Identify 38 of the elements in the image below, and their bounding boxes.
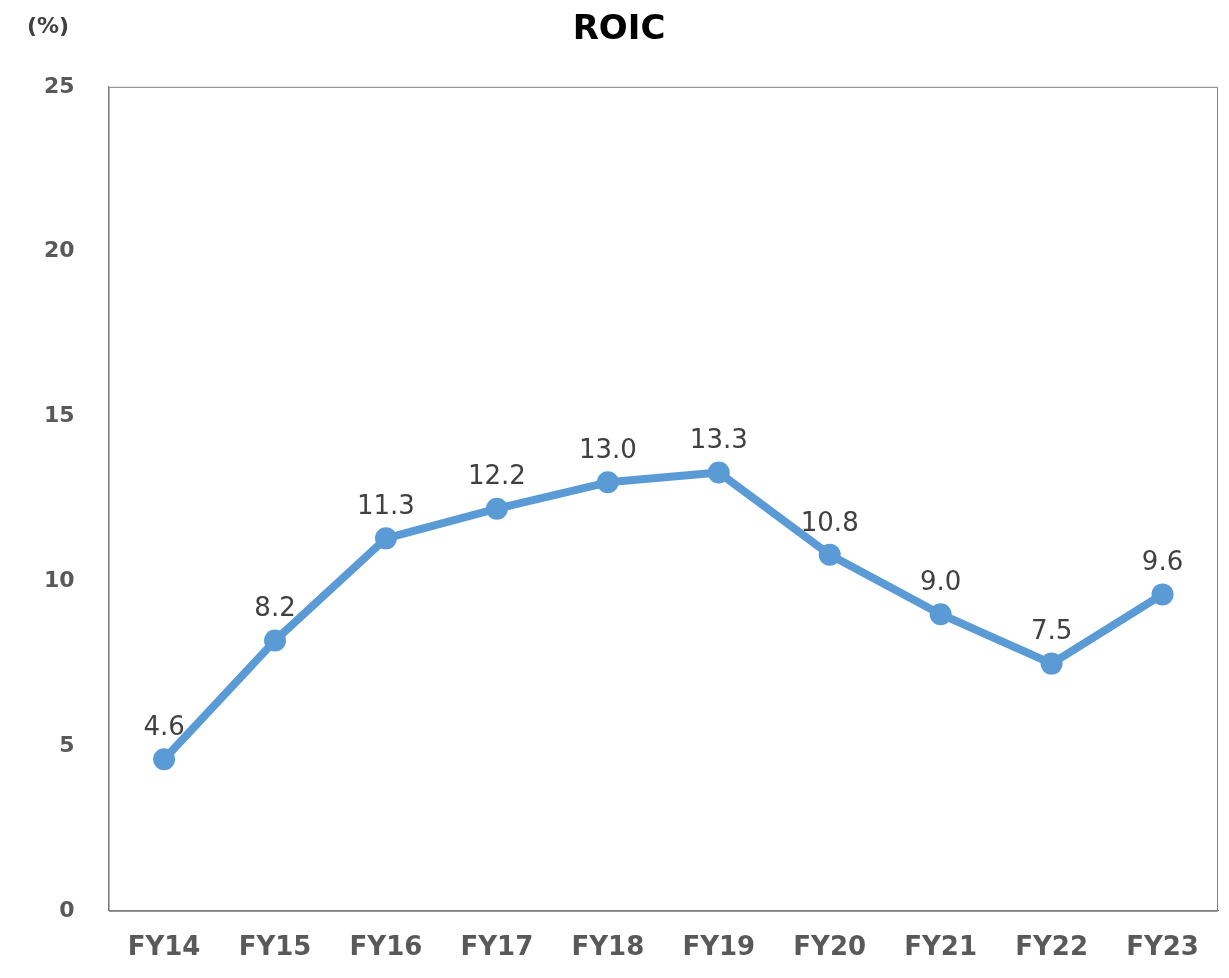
point [707,461,730,484]
data-label: 8.2 [254,592,296,623]
x-tick-label: FY14 [127,931,201,962]
y-axis-title: (%) [26,12,70,38]
x-tick-label: FY19 [682,931,756,962]
point [374,527,397,550]
data-label: 9.0 [919,565,962,596]
x-tick-label: FY18 [571,931,645,962]
point [1151,583,1174,606]
y-tick-label: 15 [43,402,75,428]
x-tick-label: FY21 [904,931,978,962]
point [485,497,508,520]
data-label: 13.0 [578,434,637,465]
data-label: 12.2 [467,460,526,491]
x-tick-label: FY20 [793,931,867,962]
y-tick-label: 25 [43,72,75,98]
data-label: 10.8 [800,506,859,537]
data-label: 7.5 [1030,615,1073,646]
point [929,603,952,626]
y-tick-label: 10 [43,566,75,592]
data-label: 11.3 [357,490,415,521]
x-tick-label: FY15 [238,931,312,962]
point [1040,652,1063,675]
x-tick-label: FY17 [460,931,534,962]
data-label: 9.6 [1141,546,1184,577]
chart-title: ROIC [572,7,666,48]
point [596,471,619,494]
x-tick-label: FY23 [1126,931,1199,962]
point [818,543,841,566]
x-tick-label: FY22 [1015,931,1088,962]
point [153,748,176,771]
data-label: 4.6 [143,710,185,741]
data-label: 13.3 [689,424,748,455]
y-tick-label: 0 [59,896,75,922]
x-tick-label: FY16 [349,931,423,962]
y-tick-label: 5 [59,731,75,757]
y-tick-label: 20 [43,237,75,263]
point [264,629,287,652]
